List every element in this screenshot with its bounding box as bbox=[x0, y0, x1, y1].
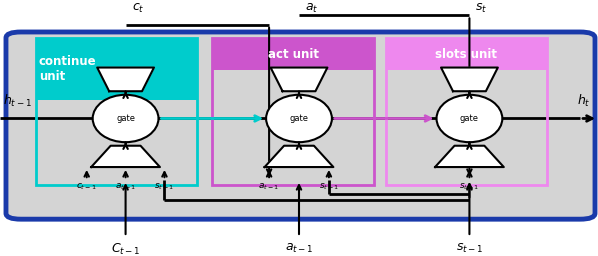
Text: $a_{t-1}$: $a_{t-1}$ bbox=[258, 181, 280, 192]
Text: $s_{t-1}$: $s_{t-1}$ bbox=[456, 242, 483, 255]
FancyBboxPatch shape bbox=[386, 38, 547, 70]
Text: gate: gate bbox=[460, 114, 479, 123]
Text: $c_t$: $c_t$ bbox=[132, 2, 144, 15]
Text: $a_{t-1}$: $a_{t-1}$ bbox=[115, 181, 136, 192]
Ellipse shape bbox=[93, 95, 158, 142]
Polygon shape bbox=[270, 68, 328, 91]
Text: $s_{t-1}$: $s_{t-1}$ bbox=[319, 181, 339, 192]
Text: $h_{t-1}$: $h_{t-1}$ bbox=[3, 93, 32, 109]
Ellipse shape bbox=[437, 95, 502, 142]
Polygon shape bbox=[435, 146, 504, 167]
Ellipse shape bbox=[266, 95, 332, 142]
Text: $s_t$: $s_t$ bbox=[475, 2, 487, 15]
Polygon shape bbox=[91, 146, 160, 167]
Polygon shape bbox=[441, 68, 498, 91]
FancyBboxPatch shape bbox=[6, 32, 595, 219]
Text: $C_{t-1}$: $C_{t-1}$ bbox=[111, 242, 141, 256]
Text: $h_t$: $h_t$ bbox=[577, 93, 591, 109]
Text: continue
unit: continue unit bbox=[39, 55, 96, 83]
FancyBboxPatch shape bbox=[36, 38, 197, 100]
Text: $c_{t-1}$: $c_{t-1}$ bbox=[77, 181, 97, 192]
Polygon shape bbox=[97, 68, 154, 91]
Text: $s_{t-1}$: $s_{t-1}$ bbox=[154, 181, 175, 192]
Text: slots unit: slots unit bbox=[435, 48, 498, 61]
Text: $a_{t-1}$: $a_{t-1}$ bbox=[285, 242, 313, 255]
Text: act unit: act unit bbox=[267, 48, 319, 61]
Text: gate: gate bbox=[289, 114, 309, 123]
FancyBboxPatch shape bbox=[212, 38, 374, 70]
Text: $a_t$: $a_t$ bbox=[305, 2, 318, 15]
Text: gate: gate bbox=[116, 114, 135, 123]
Text: $s_{t-1}$: $s_{t-1}$ bbox=[459, 181, 480, 192]
Polygon shape bbox=[264, 146, 334, 167]
